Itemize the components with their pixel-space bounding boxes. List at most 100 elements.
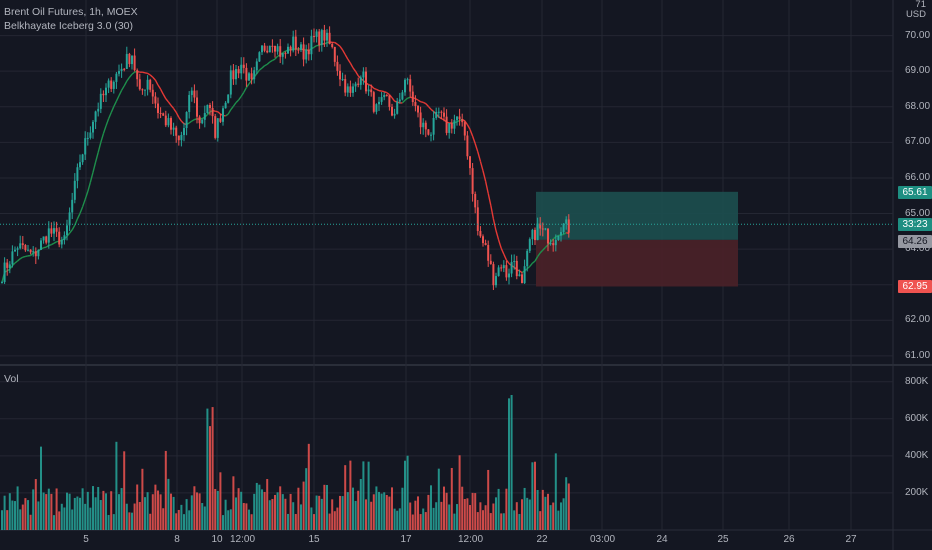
volume-bar [515,502,518,530]
candle-body [276,46,279,52]
volume-bar [203,506,206,530]
candle-body [404,79,406,93]
candle-body [37,249,40,257]
volume-bar [224,499,227,530]
candle-body [89,132,92,138]
volume-bar [500,513,503,530]
candle-body [266,50,269,53]
time-tick-label: 8 [174,534,180,545]
ma-segment [43,246,47,249]
countdown-tag: 33:23 [898,218,932,232]
volume-bar [154,484,157,530]
volume-bar [466,498,469,530]
candle-body [354,83,357,87]
candle-body [422,122,425,128]
candle-body [383,95,386,98]
volume-bar [81,488,84,530]
ma-segment [235,99,240,104]
volume-bar [240,491,243,530]
candle-body [362,71,365,78]
candle-body [8,264,11,268]
ma-segment [477,151,482,162]
candle-body [131,55,133,65]
candle-body [510,261,513,274]
volume-bar [209,426,211,530]
ma-segment [71,224,76,231]
candle-body [518,274,521,277]
candle-body [302,44,305,60]
ma-segment [344,54,349,60]
candle-body [560,232,562,236]
instrument-title[interactable]: Brent Oil Futures, 1h, MOEX [4,6,138,18]
loss-zone[interactable] [536,239,738,287]
candle-body [263,45,266,51]
volume-bar [84,503,87,530]
volume-bar [315,495,318,530]
ma-segment [128,73,133,78]
volume-bar [128,512,131,530]
volume-bar [378,491,380,530]
ma-segment [529,262,533,267]
volume-bar [183,514,185,530]
volume-bar [300,504,302,530]
candle-body [339,70,341,80]
candle-body [328,32,331,45]
volume-bar [206,408,209,530]
candle-body [326,32,328,41]
ma-segment [497,239,502,249]
volume-bar [222,515,224,530]
ma-segment [354,71,359,77]
candle-body [489,260,492,265]
volume-bar [263,491,266,530]
candle-body [250,73,253,80]
currency-label[interactable]: 71 USD [906,0,926,20]
candle-body [118,71,120,74]
ma-segment [162,93,167,100]
ma-segment [173,108,177,113]
ma-segment [188,120,193,124]
candle-body [479,230,482,237]
volume-bar [118,494,120,530]
candle-body [333,46,336,62]
candle-body [445,116,448,133]
candle-body [128,53,131,65]
candle-body [370,89,373,93]
volume-label[interactable]: Vol [4,373,19,385]
candle-body [63,235,66,241]
candle-body [320,30,323,46]
indicator-label[interactable]: Belkhayate Iceberg 3.0 (30) [4,20,133,32]
volume-bar [172,496,175,530]
volume-bar [505,488,508,530]
volume-bar [502,513,505,530]
volume-bar [497,488,500,530]
candle-body [177,135,180,141]
ma-segment [232,102,237,107]
ma-segment [341,49,346,55]
candle-body [352,86,354,93]
volume-bar [372,494,375,530]
volume-bar [536,490,539,530]
candle-body [307,49,310,55]
ma-segment [417,99,421,103]
price-tick-label: 62.00 [905,314,931,326]
ma-segment [165,98,169,103]
candle-body [149,79,152,90]
candle-body [515,260,518,277]
candle-body [138,79,141,90]
volume-bar [201,503,204,530]
ma-segment [269,59,273,63]
ma-segment [230,105,234,111]
candle-body [14,249,16,252]
candle-body [476,207,479,231]
volume-bar [469,505,471,530]
candle-body [167,118,170,126]
candle-body [11,251,14,265]
candle-body [206,104,209,114]
volume-bar [248,509,250,530]
long-position-tool[interactable] [536,191,738,287]
ma-segment [264,63,268,67]
ma-segment [149,74,154,78]
candle-body [378,101,380,105]
